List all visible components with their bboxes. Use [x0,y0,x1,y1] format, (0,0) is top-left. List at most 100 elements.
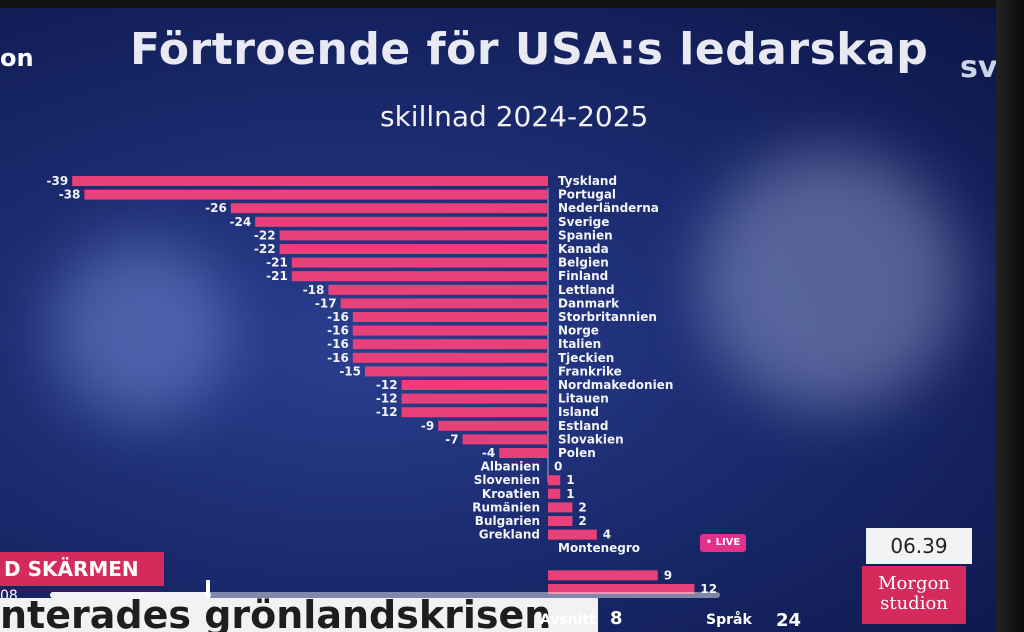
bar [548,584,695,594]
category-label: Slovenien [474,473,540,487]
value-label: -24 [230,215,252,229]
value-label: -12 [376,378,398,392]
value-label: -18 [303,283,325,297]
category-label: Sverige [558,215,609,229]
category-label: Albanien [481,460,540,474]
bar [548,475,561,486]
category-label: Montenegro [558,541,640,555]
bar [401,393,548,404]
value-label: -9 [421,419,434,433]
value-label: -4 [482,446,495,460]
category-label: Tyskland [558,174,617,188]
category-label: Kanada [558,242,609,256]
category-label: Spanien [558,228,613,242]
value-label: 9 [664,568,672,582]
show-name-line2: studion [880,593,948,614]
value-label: 1 [566,487,574,501]
category-label: Italien [558,337,601,351]
value-label: -16 [327,351,349,365]
bar [401,380,548,390]
bar [279,244,548,254]
bar [328,284,548,295]
clock-display: 06.39 [866,528,972,564]
value-label: -16 [327,337,349,351]
value-label: -22 [254,228,276,242]
category-label: Lettland [558,283,615,297]
value-label: -12 [376,392,398,406]
value-label: 4 [603,528,611,542]
bar [548,502,573,513]
bar [401,407,548,418]
value-label: 1 [566,473,574,487]
bar [291,271,548,282]
menu-count-2: 24 [776,610,802,631]
value-label: -26 [205,201,227,215]
menu-item-sprak[interactable]: Språk [706,612,752,628]
category-label: Storbritannien [558,310,657,324]
category-label: Island [558,405,599,419]
menu-count: 8 [610,608,623,629]
tv-bezel-top [0,0,1024,8]
bar [548,516,573,526]
bar [230,203,549,214]
bar [352,325,548,336]
value-label: 2 [578,514,586,528]
value-label: 0 [554,460,562,474]
category-label: Portugal [558,188,616,202]
value-label: -17 [315,296,337,310]
bar [499,448,548,458]
bar [365,366,548,377]
value-label: -15 [339,364,361,378]
menu-item-avsnitt[interactable]: Avsnitt [540,612,596,628]
value-label: -16 [327,310,349,324]
bars-group [72,176,695,594]
bar [84,189,549,200]
lower-third-label: D SKÄRMEN [0,552,164,586]
category-label: Norge [558,324,599,338]
category-label: Slovakien [558,432,624,446]
progress-handle[interactable] [206,580,210,598]
live-badge: • LIVE [700,534,746,552]
bar [438,420,548,431]
headline-ticker: nterades grönlandskrisen [0,598,598,632]
bar [340,298,548,309]
chart-subtitle: skillnad 2024-2025 [380,100,649,133]
category-label: Frankrike [558,364,622,378]
value-label: -38 [59,188,81,202]
progress-fill [50,592,211,598]
value-label: -12 [376,405,398,419]
value-label: -16 [327,324,349,338]
category-label: Finland [558,269,608,283]
category-label: Tjeckien [558,351,614,365]
bar [548,529,597,540]
category-label: Danmark [558,296,620,310]
bar [255,216,548,227]
labels-group: -39 Tyskland -38 Portugal -26 Nederländerna -2… [47,174,718,596]
tv-bezel-right [996,0,1024,632]
bar [279,230,548,241]
bar [352,339,548,350]
bar [548,488,561,499]
category-label: Litauen [558,392,609,406]
left-edge-text: on [0,44,34,72]
value-label: -39 [47,174,69,188]
category-label: Nordmakedonien [558,378,673,392]
category-label: Estland [558,419,608,433]
value-label: -21 [266,269,288,283]
value-label: 12 [700,582,717,596]
category-label: Polen [558,446,596,460]
show-name-line1: Morgon [878,573,950,594]
background-glow [50,240,230,420]
category-label: Rumänien [472,500,540,514]
show-logo: Morgon studion [862,566,966,624]
category-label: Bulgarien [475,514,540,528]
bar [462,434,548,445]
playback-progress-bar[interactable] [50,592,720,598]
value-label: -22 [254,242,276,256]
category-label: Nederländerna [558,201,659,215]
bar [548,570,658,581]
value-label: 2 [578,500,586,514]
category-label: Grekland [479,528,540,542]
value-label: -7 [445,432,458,446]
